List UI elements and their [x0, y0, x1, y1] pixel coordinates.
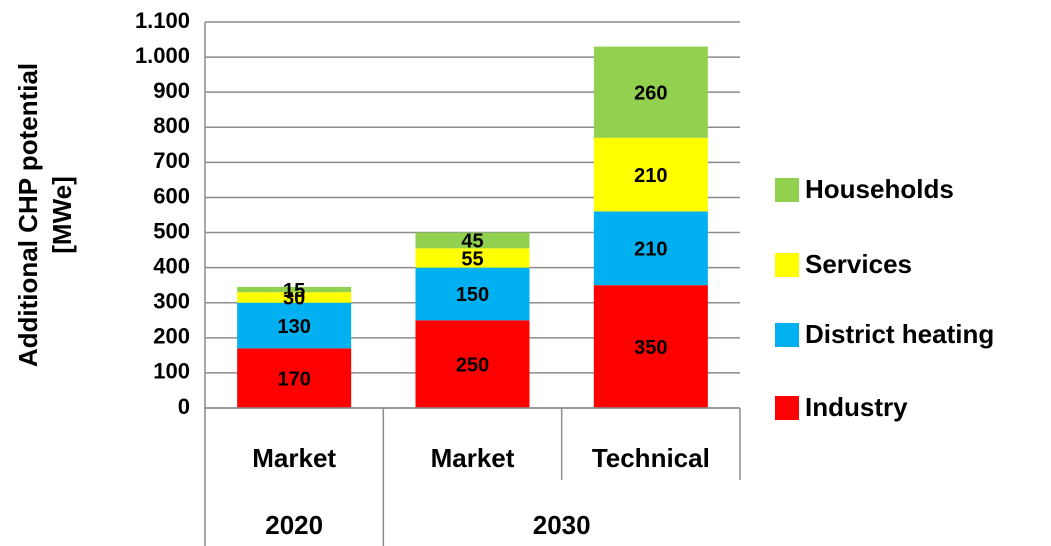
bar-segment [415, 248, 530, 268]
legend-label: Industry [805, 392, 908, 422]
y-tick-label: 300 [153, 289, 190, 314]
legend-swatch [775, 253, 799, 277]
data-label: 210 [634, 165, 667, 187]
legend-swatch [775, 396, 799, 420]
bar-segment [237, 348, 352, 408]
bar-segment [593, 285, 708, 408]
data-label: 30 [283, 288, 305, 310]
x-tick-label: Market [252, 443, 336, 473]
data-label: 350 [634, 337, 667, 359]
y-axis-label-line: [MWe] [47, 176, 77, 254]
y-tick-label: 500 [153, 218, 190, 243]
y-tick-label: 900 [153, 78, 190, 103]
legend-label: District heating [805, 319, 994, 349]
legend-label: Households [805, 174, 954, 204]
bar-segment [593, 137, 708, 212]
y-tick-label: 100 [153, 359, 190, 384]
y-tick-label: 0 [178, 394, 190, 419]
x-tick-label: Technical [592, 443, 710, 473]
data-label: 15 [283, 280, 305, 302]
bar-segment [415, 320, 530, 408]
bar-segment [237, 292, 352, 303]
data-label: 250 [456, 354, 489, 376]
y-tick-label: 200 [153, 324, 190, 349]
data-label: 260 [634, 82, 667, 104]
legend-swatch [775, 323, 799, 347]
x-tick-label: Market [431, 443, 515, 473]
group-label: 2020 [265, 510, 323, 540]
data-label: 150 [456, 284, 489, 306]
bar-segment [593, 211, 708, 286]
legend-swatch [775, 178, 799, 202]
y-axis-label-line: Additional CHP potential [13, 63, 43, 367]
bar-segment [415, 267, 530, 321]
data-label: 130 [277, 316, 310, 338]
y-tick-label: 800 [153, 113, 190, 138]
y-tick-label: 1.000 [135, 43, 190, 68]
data-label: 170 [277, 368, 310, 390]
y-tick-label: 400 [153, 253, 190, 278]
group-label: 2030 [533, 510, 591, 540]
bar-segment [415, 232, 530, 249]
legend-label: Services [805, 249, 912, 279]
y-tick-label: 1.100 [135, 8, 190, 33]
data-label: 210 [634, 239, 667, 261]
bar-segment [237, 302, 352, 349]
y-tick-label: 600 [153, 183, 190, 208]
data-label: 45 [461, 231, 483, 253]
bar-segment [237, 286, 352, 293]
bar-segment [593, 46, 708, 138]
y-axis-label: Additional CHP potential [MWe] [13, 63, 77, 367]
y-tick-label: 700 [153, 148, 190, 173]
data-label: 55 [461, 248, 483, 270]
